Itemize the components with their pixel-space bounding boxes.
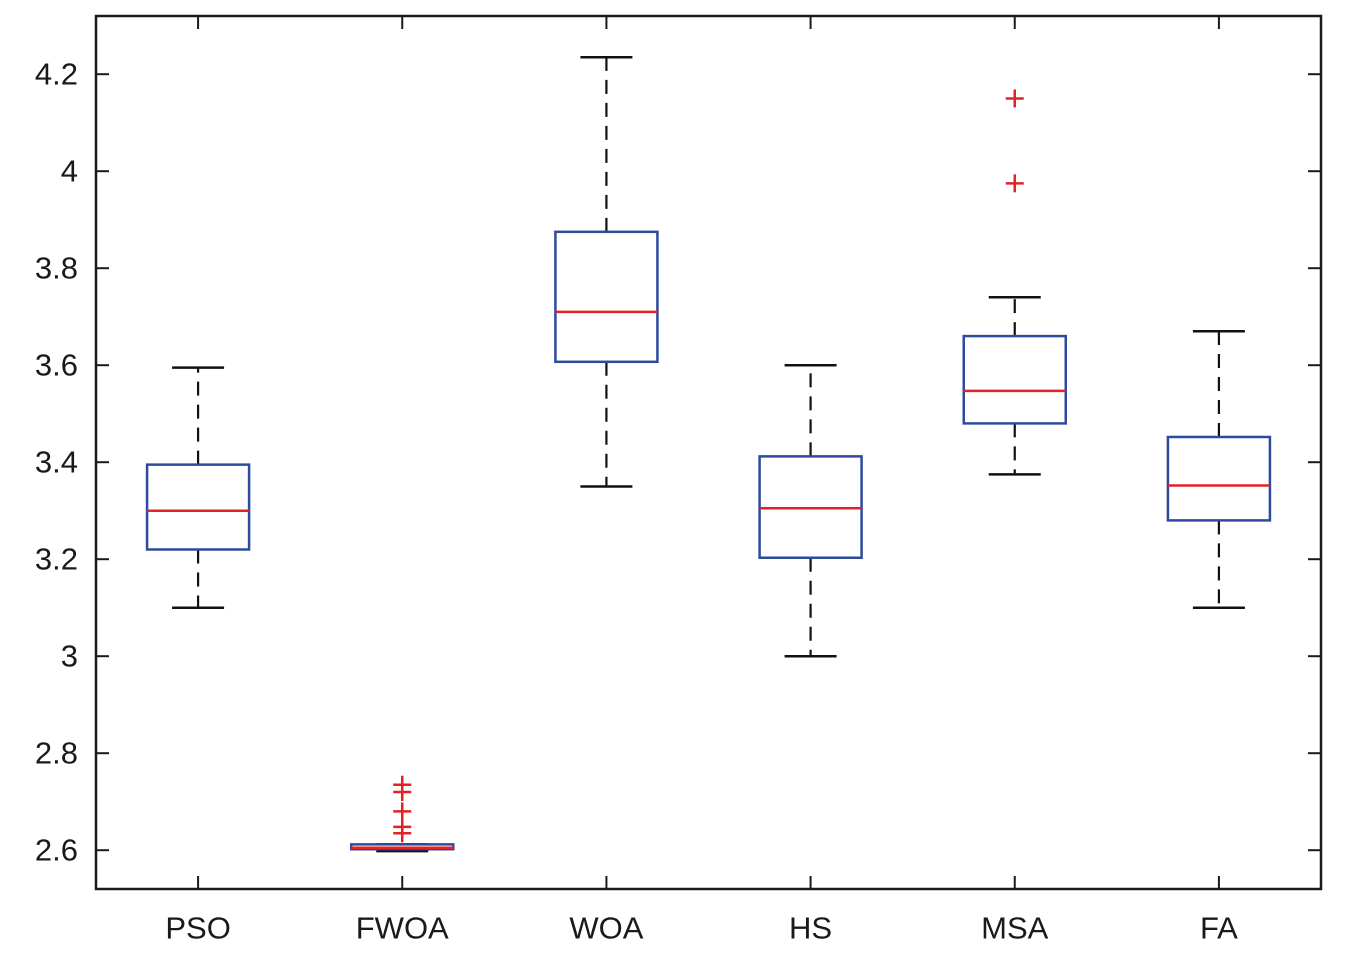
x-tick-label: HS — [789, 911, 832, 946]
box-iqr — [1166, 435, 1272, 522]
axes-frame — [94, 14, 1323, 891]
y-tick-label: 2.8 — [35, 736, 78, 771]
y-tick-label: 3 — [61, 639, 78, 674]
x-tick-label: FWOA — [356, 911, 449, 946]
box-iqr — [145, 463, 251, 551]
outlier-marker — [393, 775, 412, 794]
box-pso — [145, 366, 251, 609]
x-tick-label: WOA — [569, 911, 643, 946]
y-tick-label: 4 — [61, 154, 78, 189]
box-iqr — [962, 334, 1067, 425]
box-iqr — [554, 230, 659, 364]
outlier-marker — [1005, 174, 1024, 193]
box-woa — [554, 55, 659, 488]
x-tick-label: PSO — [165, 911, 230, 946]
plot-area — [145, 55, 1272, 853]
box-fwoa — [350, 775, 455, 853]
y-tick-label: 4.2 — [35, 57, 78, 92]
outlier-marker — [393, 802, 412, 821]
y-tick-label: 3.8 — [35, 251, 78, 286]
y-tick-label: 3.4 — [35, 445, 78, 480]
x-tick-label: MSA — [981, 911, 1049, 946]
box-fa — [1166, 330, 1272, 609]
y-tick-label: 2.6 — [35, 833, 78, 868]
box-hs — [758, 363, 863, 658]
axis-ticks: 2.6 2.8 3 3.2 3.4 3.6 3.8 4 4.2 PSO FWOA WOA HS MSA FA — [35, 16, 1321, 946]
y-tick-label: 3.2 — [35, 542, 78, 577]
x-tick-label: FA — [1200, 911, 1238, 946]
outlier-marker — [393, 817, 412, 836]
outlier-marker — [1005, 89, 1024, 108]
box-msa — [962, 89, 1067, 476]
y-tick-label: 3.6 — [35, 348, 78, 383]
